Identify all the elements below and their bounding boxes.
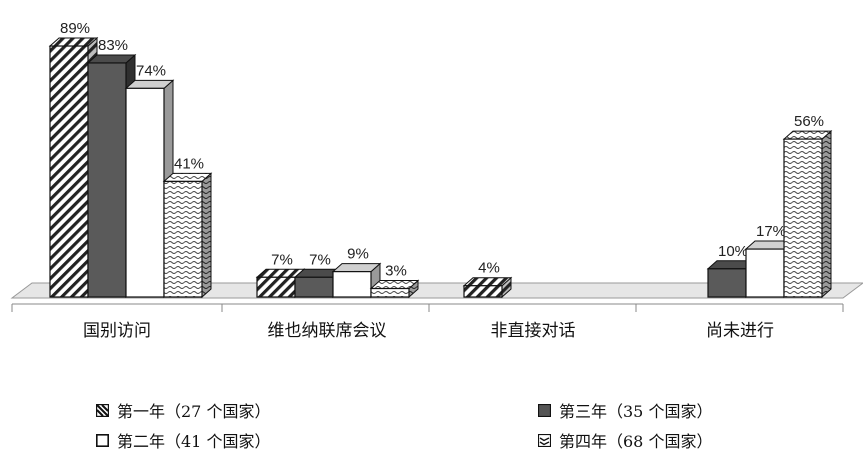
data-label: 4% <box>478 260 500 277</box>
bar-front <box>87 62 127 298</box>
legend-item-year2: 第二年（41 个国家） <box>96 428 270 452</box>
bar-front <box>783 138 823 298</box>
bars-group: 89% 83% 74% 41% 7% 7% 9% 3% 4% 10% 17% 56% <box>48 20 833 299</box>
bar: 3% <box>369 263 420 299</box>
bar: 4% <box>462 260 513 299</box>
bar-top <box>782 130 833 140</box>
bar-side <box>201 172 212 299</box>
legend-swatch-dark-icon <box>538 403 551 417</box>
legend-item-year1: 第一年（27 个国家） <box>96 398 270 422</box>
data-label: 89% <box>60 20 90 37</box>
data-label: 41% <box>174 155 204 172</box>
chart-floor <box>10 282 863 299</box>
data-label: 10% <box>718 243 748 260</box>
bar-front <box>163 180 203 298</box>
data-label: 83% <box>98 37 128 54</box>
legend-swatch-stripe-icon <box>96 403 109 417</box>
bar-front <box>370 287 410 298</box>
legend-item-year3: 第三年（35 个国家） <box>538 398 712 422</box>
bar-front <box>125 87 165 298</box>
bar-top <box>462 277 513 287</box>
x-axis: 国别访问 维也纳联席会议 非直接对话 尚未进行 <box>11 303 844 341</box>
data-label: 7% <box>271 251 293 268</box>
bar-top <box>124 79 175 89</box>
bar-front <box>49 45 89 298</box>
legend-label: 第四年（68 个国家） <box>559 432 713 451</box>
bar-top <box>48 37 99 47</box>
legend-swatch-wave-icon <box>538 433 551 447</box>
x-tick-label: 尚未进行 <box>706 321 774 341</box>
bar-front <box>707 268 747 298</box>
bar-front <box>294 276 334 298</box>
bar-front <box>745 248 785 298</box>
legend-swatch-white-icon <box>96 433 109 447</box>
legend-label: 第一年（27 个国家） <box>117 402 271 421</box>
data-label: 56% <box>794 113 824 130</box>
data-label: 17% <box>756 223 786 240</box>
bar-front <box>463 285 503 298</box>
bar-top <box>86 54 137 64</box>
bar-front <box>256 276 296 298</box>
data-label: 7% <box>309 251 331 268</box>
x-tick-label: 非直接对话 <box>491 321 576 341</box>
legend-label: 第三年（35 个国家） <box>559 402 713 421</box>
x-tick-label: 维也纳联席会议 <box>268 321 387 341</box>
data-label: 3% <box>385 263 407 280</box>
bar-top <box>162 172 213 182</box>
bar-front <box>332 271 372 298</box>
legend-item-year4: 第四年（68 个国家） <box>538 428 712 452</box>
bar-top <box>369 280 420 290</box>
bar-top <box>331 263 382 273</box>
data-label: 9% <box>347 246 369 263</box>
bar-side <box>821 129 832 299</box>
bar: 41% <box>162 155 213 299</box>
legend-label: 第二年（41 个国家） <box>117 432 271 451</box>
bar: 56% <box>782 113 833 299</box>
data-label: 74% <box>136 62 166 79</box>
x-tick-label: 国别访问 <box>83 321 151 341</box>
